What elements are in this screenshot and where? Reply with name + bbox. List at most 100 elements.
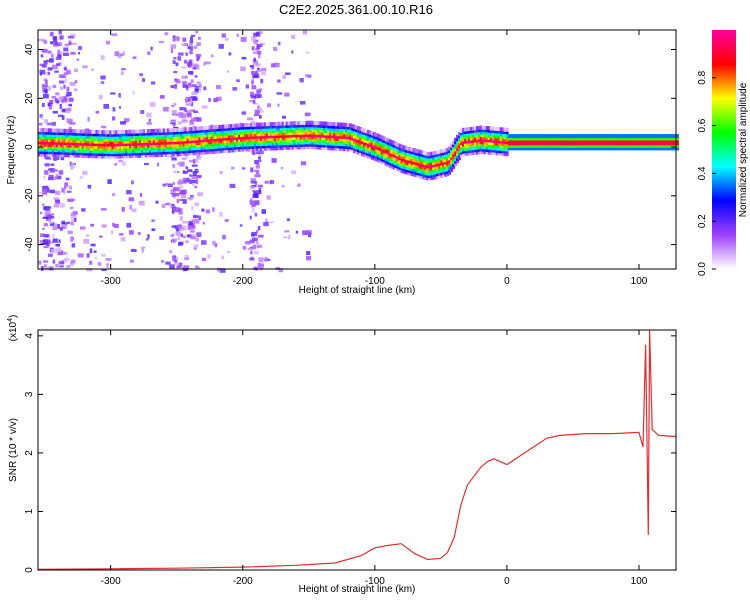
spectrogram-speckle xyxy=(164,32,169,36)
spectrogram-speckle xyxy=(252,237,258,242)
spectrogram-speckle xyxy=(197,174,202,178)
spectrogram-speckle xyxy=(254,63,261,67)
spectrogram-ridge-cell xyxy=(297,140,301,145)
spectrogram-ridge-cell xyxy=(428,152,432,157)
spectrogram-ridge-cell xyxy=(333,141,337,146)
spectrogram-ridge-cell xyxy=(73,148,77,153)
spectrogram-ridge-cell xyxy=(269,131,273,136)
spectrogram-ridge-cell xyxy=(329,143,333,148)
spectrogram-ridge-cell xyxy=(569,134,572,139)
spectrogram-ridge-cell xyxy=(396,142,400,147)
spectrogram-ridge-cell xyxy=(600,136,604,141)
spectrogram-ridge-cell xyxy=(109,147,113,152)
spectrogram-ridge-cell xyxy=(285,145,289,150)
spectrogram-speckle xyxy=(45,241,49,246)
spectrogram-ridge-cell xyxy=(71,134,75,138)
spectrogram-ridge-cell xyxy=(313,125,317,130)
spectrogram-ridge-cell xyxy=(315,130,319,135)
spectrogram-ridge-cell xyxy=(51,140,55,145)
spectrogram-speckle xyxy=(187,61,193,67)
spectrogram-ridge-cell xyxy=(51,130,55,135)
spectrogram-speckle xyxy=(151,228,156,231)
spectrogram-ridge-cell xyxy=(666,134,670,139)
spectrogram-ridge-cell xyxy=(361,149,364,154)
spectrogram-ridge-cell xyxy=(321,145,325,150)
spectrogram-ridge-cell xyxy=(650,136,654,141)
spectrogram-ridge-cell xyxy=(378,159,382,164)
spectrogram-ridge-cell xyxy=(660,143,664,148)
spectrogram-ridge-cell xyxy=(172,150,176,155)
spectrogram-ridge-cell xyxy=(335,124,339,129)
spectrogram-ridge-cell xyxy=(309,137,313,142)
spectrogram-ridge-cell xyxy=(263,129,267,134)
spectrogram-ridge-cell xyxy=(305,142,309,147)
spectrogram-speckle xyxy=(252,189,258,193)
spectrogram-ridge-cell xyxy=(234,131,238,136)
spectrogram-ridge-cell xyxy=(143,129,146,134)
spectrogram-ridge-cell xyxy=(418,157,422,162)
spectrogram-ridge-cell xyxy=(370,143,374,148)
spectrogram-ridge-cell xyxy=(75,136,79,141)
spectrogram-speckle xyxy=(178,212,183,215)
spectrogram-ridge-cell xyxy=(77,153,81,158)
spectrogram-ridge-cell xyxy=(145,141,148,146)
spectrogram-ridge-cell xyxy=(170,145,174,150)
snr-line xyxy=(37,329,677,570)
spectrogram-ridge-cell xyxy=(81,134,85,139)
spectrogram-ridge-cell xyxy=(539,146,543,151)
spectrogram-ridge-cell xyxy=(200,136,204,140)
spectrogram-ridge-cell xyxy=(543,136,547,141)
spectrogram-ridge-cell xyxy=(281,131,285,136)
spectrogram-ridge-cell xyxy=(299,135,303,140)
spectrogram-ridge-cell xyxy=(256,127,259,132)
spectrogram-ridge-cell xyxy=(446,169,450,174)
spectrogram-ridge-cell xyxy=(250,122,253,127)
spectrogram-ridge-cell xyxy=(149,136,152,141)
spectrogram-ridge-cell xyxy=(89,144,93,149)
spectrogram-ridge-cell xyxy=(289,128,293,133)
spectrogram-speckle xyxy=(277,41,281,46)
spectrogram-ridge-cell xyxy=(295,121,299,126)
spectrogram-ridge-cell xyxy=(271,126,275,131)
spectrogram-ridge-cell xyxy=(430,163,434,168)
spectrogram-ridge-cell xyxy=(51,135,55,140)
spectrogram-ridge-cell xyxy=(283,136,287,141)
spectrogram-ridge-cell xyxy=(398,160,402,165)
spectrogram-ridge-cell xyxy=(610,143,614,148)
spectrogram-ridge-cell xyxy=(442,156,446,161)
spectrogram-ridge-cell xyxy=(123,144,127,149)
spectrogram-ridge-cell xyxy=(232,123,236,128)
spectrogram-ridge-cell xyxy=(59,128,63,133)
spectrogram-speckle xyxy=(191,34,196,37)
spectrogram-ridge-cell xyxy=(398,148,402,153)
spectrogram-ridge-cell xyxy=(335,132,339,137)
spectrogram-ridge-cell xyxy=(553,134,557,139)
spectrogram-ridge-cell xyxy=(580,141,584,146)
spectrogram-ridge-cell xyxy=(75,139,79,143)
spectrogram-ridge-cell xyxy=(424,175,428,180)
spectrogram-speckle xyxy=(185,166,189,169)
spectrogram-ridge-cell xyxy=(652,134,656,139)
spectrogram-speckle xyxy=(255,163,260,169)
spectrogram-speckle xyxy=(100,75,106,80)
spectrogram-ridge-cell xyxy=(135,132,139,136)
spectrogram-ridge-cell xyxy=(392,146,396,150)
spectrogram-ridge-cell xyxy=(353,146,356,151)
spectrogram-ridge-cell xyxy=(121,152,125,156)
spectrogram-ridge-cell xyxy=(331,129,335,134)
spectrogram-ridge-cell xyxy=(83,144,87,149)
spectrogram-ridge-cell xyxy=(53,138,57,143)
spectrogram-speckle xyxy=(46,239,51,245)
spectrogram-ridge-cell xyxy=(396,152,400,157)
spectrogram-ridge-cell xyxy=(353,127,356,132)
spectrogram-ridge-cell xyxy=(422,155,426,160)
spectrogram-ridge-cell xyxy=(410,162,414,167)
spectrogram-ridge-cell xyxy=(236,148,240,152)
spectrogram-ridge-cell xyxy=(491,133,495,138)
spectrogram-ridge-cell xyxy=(252,130,255,135)
spectrogram-ridge-cell xyxy=(301,128,305,133)
spectrogram-ridge-cell xyxy=(263,122,267,127)
spectrogram-ridge-cell xyxy=(309,135,313,140)
spectrogram-ridge-cell xyxy=(265,134,269,139)
